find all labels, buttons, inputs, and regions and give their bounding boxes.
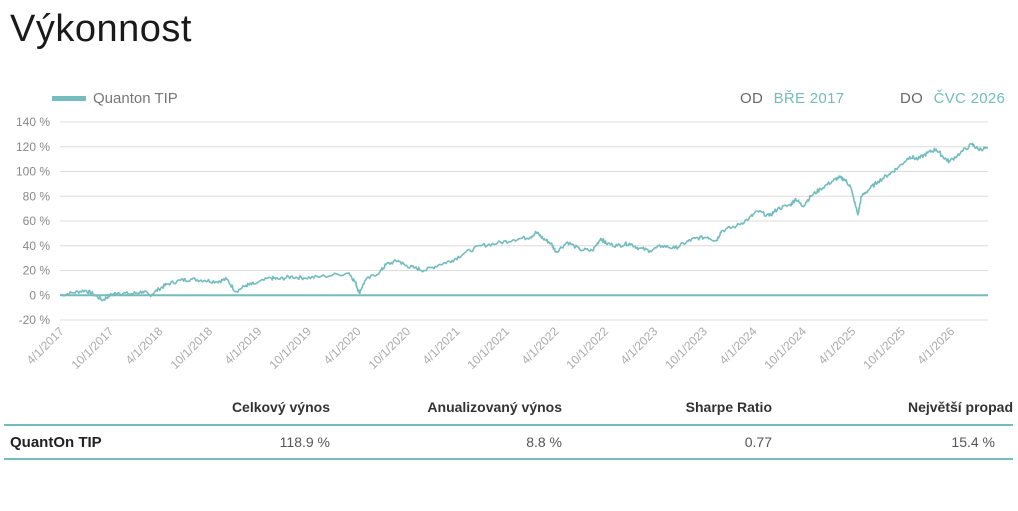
x-tick-label: 4/1/2018 [123, 324, 166, 367]
range-to-value[interactable]: ČVC 2026 [933, 90, 1006, 107]
x-tick-label: 10/1/2020 [366, 324, 414, 372]
x-tick-label: 10/1/2023 [662, 324, 710, 372]
stats-max-drawdown: 15.4 % [951, 434, 995, 450]
stats-annualized-return: 8.8 % [526, 434, 562, 450]
range-from[interactable]: OD BŘE 2017 [740, 90, 844, 107]
x-tick-label: 10/1/2019 [266, 324, 314, 372]
x-tick-label: 4/1/2017 [24, 324, 67, 367]
y-tick-label: 20 % [23, 264, 51, 278]
x-tick-label: 4/1/2021 [420, 324, 463, 367]
stats-header-sharpe: Sharpe Ratio [685, 399, 772, 415]
x-tick-label: 4/1/2019 [222, 324, 265, 367]
page-title: Výkonnost [10, 8, 192, 50]
range-from-label: OD [740, 90, 764, 107]
y-tick-label: 80 % [23, 189, 51, 203]
y-tick-label: 0 % [29, 288, 50, 302]
y-tick-label: 40 % [23, 239, 51, 253]
x-tick-label: 4/1/2025 [816, 324, 859, 367]
stats-header-annualized-return: Anualizovaný výnos [427, 399, 562, 415]
stats-total-return: 118.9 % [279, 434, 330, 450]
legend-swatch [52, 96, 86, 101]
stats-header-max-drawdown: Největší propad [907, 399, 1013, 415]
x-tick-label: 4/1/2020 [321, 324, 364, 367]
stats-sharpe: 0.77 [744, 434, 772, 450]
x-tick-label: 10/1/2025 [860, 324, 908, 372]
x-tick-label: 10/1/2018 [168, 324, 216, 372]
x-tick-label: 10/1/2017 [69, 324, 117, 372]
stats-header-row: Celkový výnos Anualizovaný výnos Sharpe … [4, 396, 1013, 425]
y-tick-label: 100 % [16, 165, 50, 179]
stats-table: Celkový výnos Anualizovaný výnos Sharpe … [4, 396, 1013, 460]
x-tick-label: 4/1/2026 [914, 324, 957, 367]
stats-row-name: QuantOn TIP [10, 433, 102, 451]
x-tick-label: 10/1/2022 [563, 324, 611, 372]
stats-header-total-return: Celkový výnos [231, 399, 330, 415]
legend-label: Quanton TIP [93, 90, 178, 107]
x-tick-label: 4/1/2023 [617, 324, 660, 367]
range-to[interactable]: DO ČVC 2026 [900, 90, 1005, 107]
x-tick-label: 10/1/2021 [465, 324, 513, 372]
y-tick-label: 140 % [16, 115, 50, 129]
x-tick-label: 4/1/2022 [519, 324, 562, 367]
y-tick-label: 120 % [16, 140, 50, 154]
range-to-label: DO [900, 90, 924, 107]
range-from-value[interactable]: BŘE 2017 [773, 90, 845, 107]
performance-chart: -20 % 0 % 20 % 40 % 60 % 80 % 100 % 120 % 140 % 4… [16, 115, 989, 372]
chart-legend: Quanton TIP [52, 90, 178, 107]
x-tick-label: 10/1/2024 [761, 324, 809, 372]
series-line [59, 142, 989, 302]
x-tick-label: 4/1/2024 [717, 324, 760, 367]
table-row: QuantOn TIP 118.9 % 8.8 % 0.77 15.4 % [4, 425, 1013, 459]
y-tick-label: -20 % [19, 313, 51, 327]
y-tick-label: 60 % [23, 214, 51, 228]
stats-header-name [4, 396, 154, 425]
